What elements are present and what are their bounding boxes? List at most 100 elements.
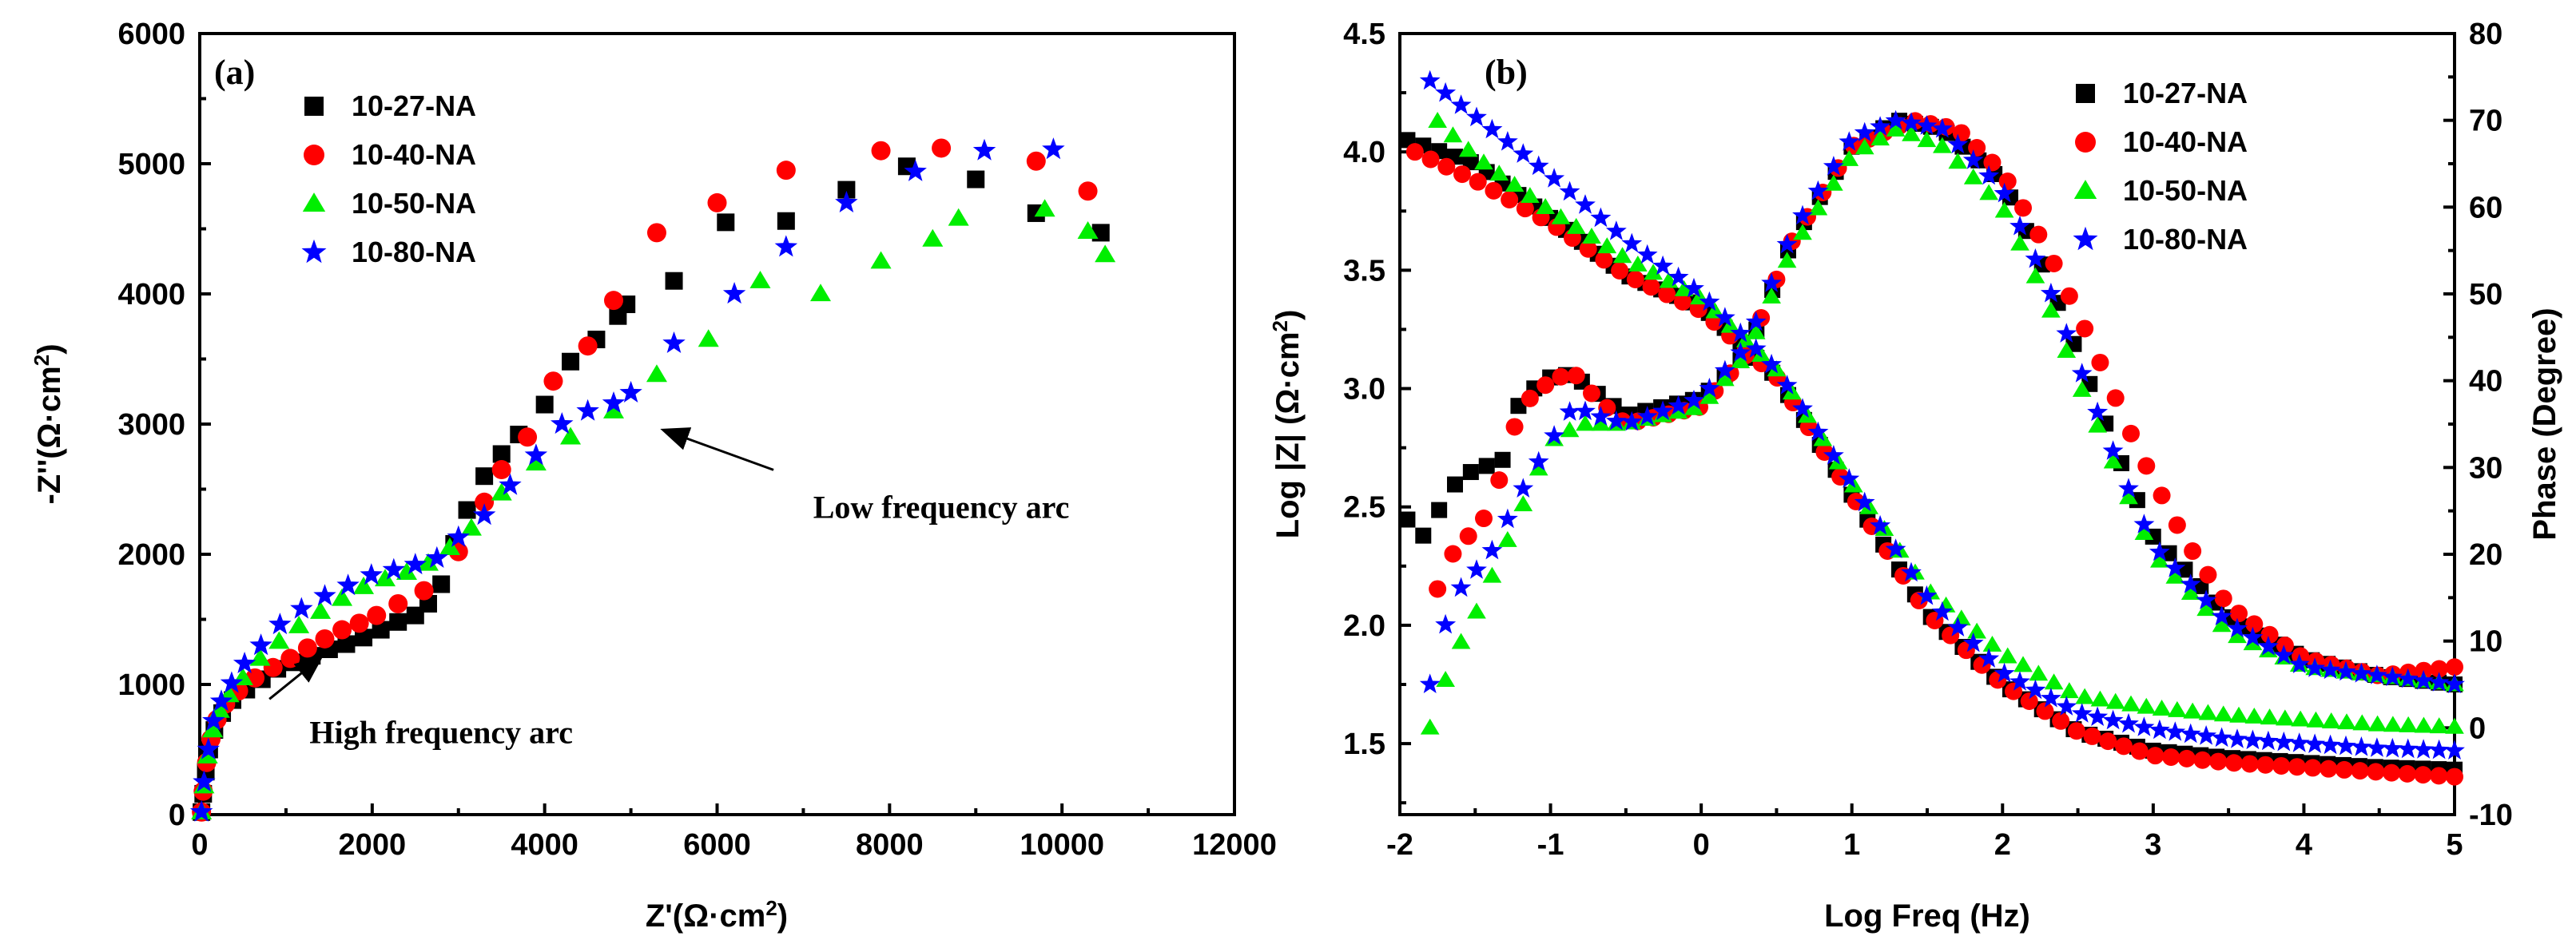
plot-frame-b [1398,32,2456,816]
phase-point [2444,673,2465,693]
phase-point [1513,478,1534,498]
phase-point [2180,573,2201,593]
impedance-point [2225,754,2243,772]
phase-point [1494,451,1511,468]
impedance-point [2351,762,2369,780]
impedance-point [2056,696,2077,716]
phase-point [1467,602,1486,619]
data-point [458,501,476,519]
data-point [922,228,944,247]
phase-point [1947,133,1969,154]
impedance-point [1730,322,1751,343]
impedance-point [1575,194,1596,214]
data-point [774,235,798,257]
phase-point [1931,117,1953,138]
impedance-point [2240,755,2259,773]
y-tick-label: 1000 [117,668,185,702]
phase-point [2029,225,2048,244]
data-point [197,737,220,760]
phase-point [2041,301,2061,318]
y-tick-label: 4.0 [1343,136,1385,169]
data-point [233,652,256,673]
impedance-point [2397,738,2419,759]
data-point [967,170,985,188]
legend-marker [302,192,326,212]
data-point [460,518,482,536]
phase-point [1994,182,2015,203]
legend-label: 10-50-NA [352,187,476,220]
impedance-point [2118,712,2139,733]
legend-marker [2073,226,2098,251]
impedance-point [1689,300,1707,319]
data-point [837,180,856,199]
data-point [290,597,313,619]
impedance-point [1644,264,1663,280]
phase-point [2351,663,2372,683]
series-10-80-NA [189,137,1065,822]
legend-label: 10-40-NA [352,138,476,171]
impedance-point [2083,727,2101,745]
phase-point [2428,672,2450,692]
phase-point [1399,511,1416,528]
data-point [389,613,407,631]
data-point [336,573,360,596]
impedance-point [1462,154,1479,171]
data-point [662,331,686,353]
x-tick-label: 1 [1843,828,1860,862]
impedance-point [1621,232,1643,253]
x-tick-label: -2 [1386,828,1413,862]
impedance-point [1767,360,1787,377]
impedance-point [2272,756,2291,775]
phase-point [2243,634,2263,651]
impedance-point [1642,278,1660,296]
impedance-point [2320,734,2341,755]
phase-point [2304,657,2326,677]
phase-point [2196,589,2217,609]
phase-point [1668,403,1688,419]
y-tick-label: 4.5 [1343,18,1385,51]
impedance-point [1885,538,1906,558]
phase-point [2025,267,2045,284]
phase-point [2091,353,2109,371]
impedance-point [1597,237,1617,254]
impedance-point [1807,421,1829,442]
data-point [297,638,317,658]
phase-point [1466,559,1487,579]
phase-point [2060,287,2078,305]
impedance-point [2399,716,2418,732]
impedance-point [1521,187,1540,204]
impedance-point [2335,735,2356,756]
phase-point [1576,415,1595,431]
phase-point [1536,376,1555,395]
phase-point [1420,718,1440,735]
annotation-text: High frequency arc [309,714,573,750]
impedance-point [1453,165,1471,184]
data-point [353,576,375,594]
phase-point [2446,658,2463,676]
data-point [280,649,300,668]
impedance-point [2165,721,2186,741]
phase-point [1761,272,1783,292]
impedance-point [1450,94,1472,114]
phase-point [2335,660,2356,681]
impedance-point [2321,712,2341,728]
y-axis-label-b: Log |Z| (Ω·cm2) [1268,310,1306,539]
impedance-point [1443,126,1463,143]
series-10-50-NA [1420,112,2464,735]
impedance-point [1566,217,1586,234]
impedance-point [1536,198,1555,214]
phase-point [2150,551,2169,568]
impedance-point [2020,692,2038,711]
data-point [396,562,418,581]
x-tick-label: 6000 [683,828,751,862]
data-point [871,141,891,161]
phase-point [1583,384,1600,403]
impedance-point [2198,704,2218,720]
phase-point [1746,323,1766,339]
data-point [518,427,538,447]
phase-point [2288,653,2310,673]
phase-point [1621,411,1643,431]
annotation-text: Low frequency arc [813,489,1070,525]
phase-point [1529,459,1548,476]
impedance-point [1776,375,1798,395]
